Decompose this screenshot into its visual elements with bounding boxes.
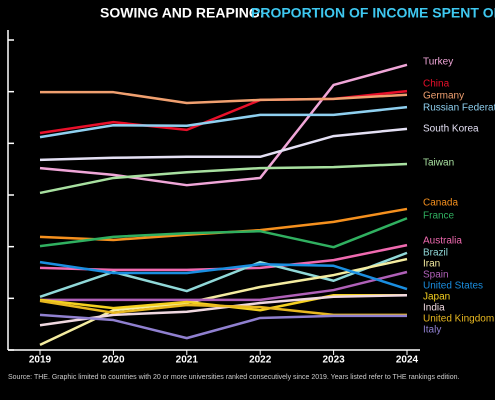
x-tick-label: 2023 <box>322 355 345 366</box>
chart-subtitle: PROPORTION OF INCOME SPENT ON RES <box>251 5 495 21</box>
legend-label: Spain <box>423 270 449 281</box>
series-line <box>39 127 408 162</box>
legend-label: Japan <box>423 292 450 303</box>
legend-label: Italy <box>423 325 441 336</box>
legend-label: United States <box>423 281 483 292</box>
series-line <box>39 63 408 187</box>
legend-label: Russian Federation <box>423 103 495 114</box>
series-line <box>39 162 408 195</box>
series-line <box>39 207 408 242</box>
series-line <box>39 105 408 139</box>
legend-label: Brazil <box>423 248 448 259</box>
legend-label: India <box>423 303 445 314</box>
legend-label: China <box>423 79 450 90</box>
x-tick-label: 2024 <box>396 355 419 366</box>
x-tick-label: 2019 <box>29 355 52 366</box>
legend-label: Australia <box>423 236 462 247</box>
series-line <box>40 90 408 105</box>
legend-label: United Kingdom <box>423 314 494 325</box>
x-tick-label: 2022 <box>249 355 272 366</box>
series-line <box>39 217 408 249</box>
series-line <box>40 270 408 302</box>
legend-label: Canada <box>423 198 458 209</box>
chart-title: SOWING AND REAPING: <box>100 5 264 21</box>
legend-label: Turkey <box>423 57 453 68</box>
legend-label: Iran <box>423 259 440 270</box>
legend-label: South Korea <box>423 124 479 135</box>
series-line <box>39 243 408 272</box>
series-line <box>39 260 408 291</box>
legend-label: Taiwan <box>423 158 454 169</box>
series-line <box>39 251 408 298</box>
series-line <box>39 293 408 327</box>
x-tick-label: 2021 <box>176 355 199 366</box>
legend-label: Germany <box>423 91 464 102</box>
x-tick-label: 2020 <box>102 355 125 366</box>
series-line <box>39 313 407 340</box>
legend-label: France <box>423 211 455 222</box>
footnote: Source: THE. Graphic limited to countrie… <box>8 374 460 381</box>
